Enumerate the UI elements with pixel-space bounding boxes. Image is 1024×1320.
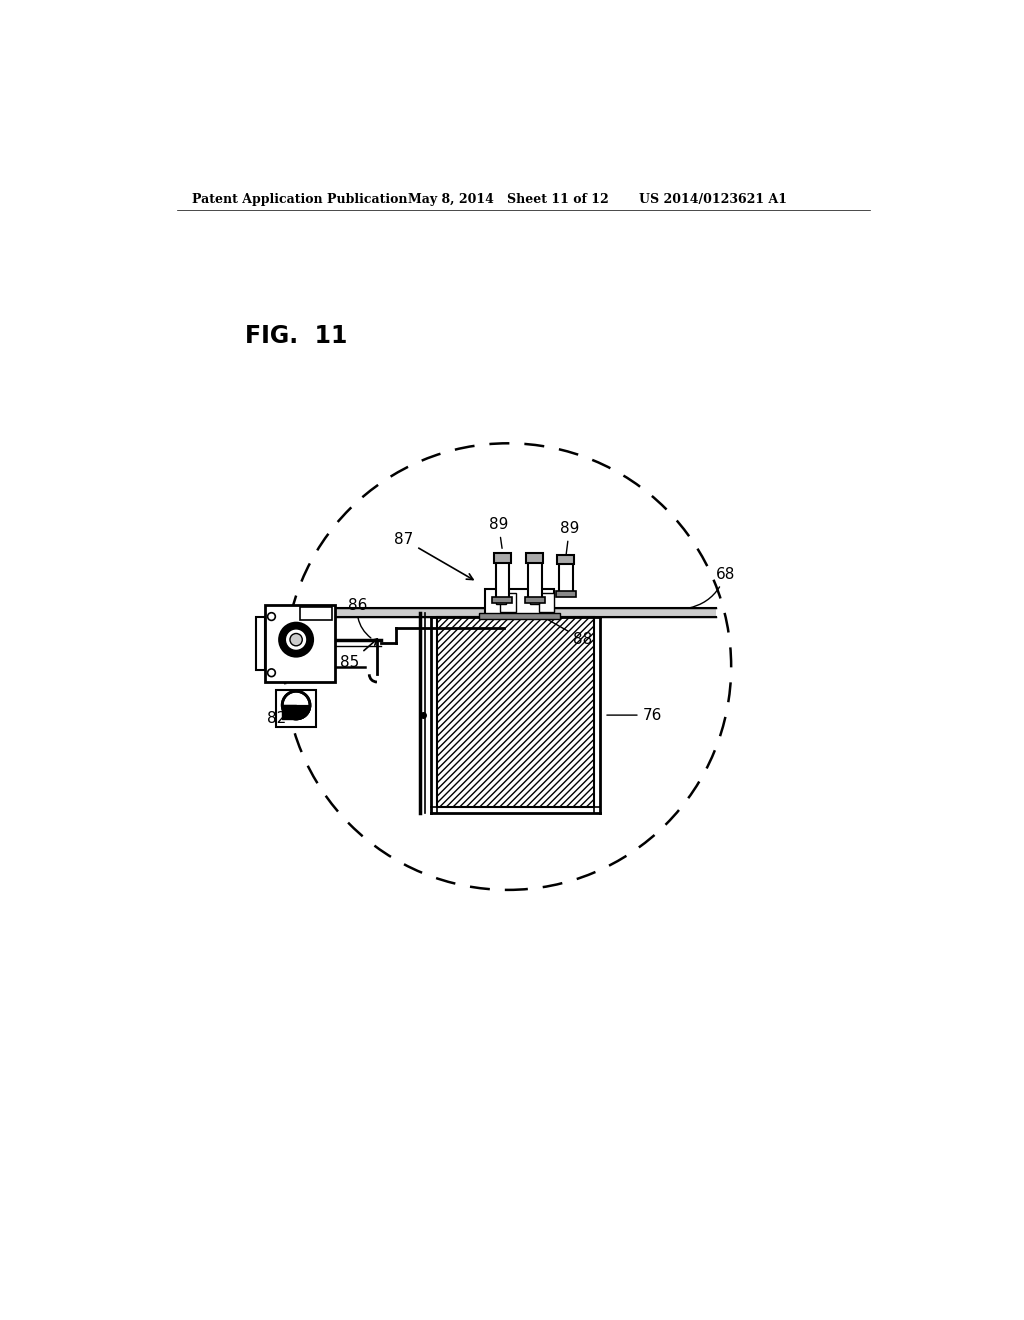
Bar	[493, 597, 512, 603]
Bar	[300, 609, 716, 618]
Text: 76: 76	[607, 708, 662, 722]
Text: FIG.  11: FIG. 11	[245, 323, 347, 348]
Bar	[484, 589, 554, 615]
Circle shape	[290, 634, 302, 645]
Bar	[256, 616, 265, 671]
Text: 82: 82	[267, 711, 287, 726]
Text: 87: 87	[394, 532, 473, 579]
Text: US 2014/0123621 A1: US 2014/0123621 A1	[639, 193, 786, 206]
Circle shape	[267, 612, 275, 620]
Circle shape	[267, 669, 275, 677]
Circle shape	[286, 628, 307, 651]
Bar	[478, 612, 560, 619]
Text: 88: 88	[545, 618, 593, 647]
Circle shape	[283, 692, 310, 719]
Bar	[556, 591, 575, 597]
Bar	[539, 593, 554, 612]
Text: 86: 86	[348, 598, 371, 638]
Text: Patent Application Publication: Patent Application Publication	[193, 193, 408, 206]
Bar	[526, 553, 544, 562]
Bar	[265, 605, 335, 682]
Text: 89: 89	[560, 520, 580, 556]
Bar	[497, 597, 506, 605]
Bar	[528, 561, 542, 599]
Bar	[300, 607, 332, 620]
Text: 85: 85	[340, 639, 377, 671]
Bar	[557, 554, 574, 564]
Text: 89: 89	[488, 517, 508, 548]
Text: May 8, 2014   Sheet 11 of 12: May 8, 2014 Sheet 11 of 12	[408, 193, 608, 206]
Bar	[437, 616, 594, 807]
Bar	[559, 562, 572, 594]
Bar	[524, 597, 545, 603]
Circle shape	[280, 623, 313, 656]
Bar	[276, 689, 316, 726]
Text: 68: 68	[688, 566, 735, 609]
Bar	[530, 597, 540, 605]
Bar	[500, 593, 515, 612]
Bar	[496, 561, 509, 599]
Bar	[494, 553, 511, 562]
